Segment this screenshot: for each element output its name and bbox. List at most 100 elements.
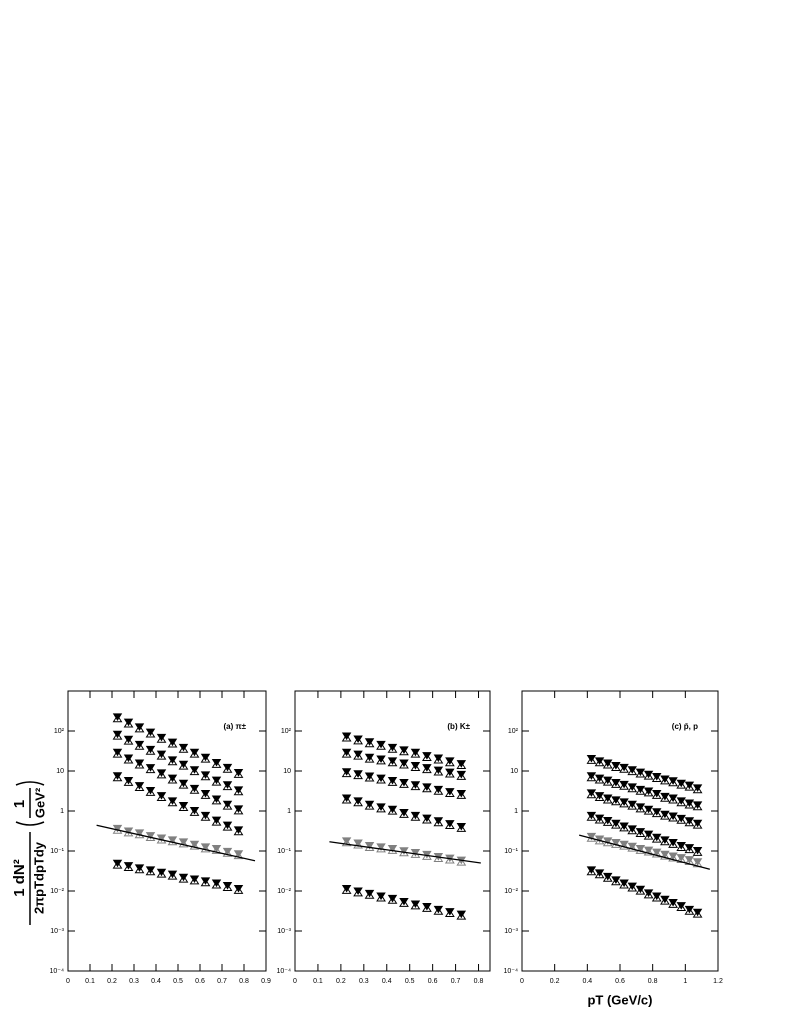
- marker-down: [586, 832, 597, 841]
- marker: [627, 882, 638, 892]
- marker: [643, 889, 654, 899]
- marker: [660, 810, 670, 820]
- marker-up: [422, 753, 432, 762]
- marker-down: [676, 814, 686, 823]
- marker-up: [668, 795, 678, 804]
- y-tick-label: 10⁻²: [277, 888, 291, 895]
- marker: [112, 713, 123, 723]
- marker-down: [233, 826, 244, 834]
- marker-up: [200, 878, 211, 887]
- marker: [643, 830, 654, 840]
- marker: [233, 850, 244, 860]
- marker: [619, 879, 629, 889]
- marker: [156, 868, 167, 878]
- y-tick-label: 10: [283, 768, 291, 775]
- marker-down: [611, 796, 621, 804]
- marker-up: [134, 783, 145, 791]
- marker-up: [676, 798, 687, 807]
- marker-up: [376, 741, 386, 750]
- marker-up: [353, 771, 363, 780]
- marker: [668, 838, 678, 848]
- marker-up: [635, 769, 646, 778]
- marker: [387, 743, 398, 753]
- marker: [399, 759, 409, 769]
- marker-down: [586, 866, 597, 874]
- marker: [433, 766, 444, 776]
- marker: [387, 894, 398, 904]
- marker: [178, 873, 189, 883]
- marker: [410, 781, 421, 791]
- marker: [399, 778, 409, 788]
- marker-down: [668, 812, 678, 821]
- marker: [602, 794, 613, 804]
- marker: [353, 735, 363, 745]
- marker: [189, 784, 200, 794]
- marker: [692, 908, 703, 918]
- marker-up: [611, 763, 621, 771]
- marker-down: [178, 838, 189, 846]
- marker-up: [353, 736, 363, 745]
- marker-up: [676, 855, 687, 863]
- marker-down: [178, 802, 189, 810]
- marker-up: [233, 886, 244, 894]
- marker-down: [376, 774, 386, 783]
- marker-down: [364, 800, 375, 809]
- x-tick-label: 0.4: [382, 978, 392, 985]
- marker-down: [399, 809, 409, 817]
- marker-down: [200, 877, 211, 885]
- marker-down: [692, 819, 703, 828]
- marker-up: [627, 826, 638, 835]
- marker-down: [611, 762, 621, 770]
- marker-down: [112, 748, 123, 757]
- marker: [167, 774, 178, 784]
- marker: [456, 822, 467, 832]
- marker: [651, 892, 662, 902]
- marker-down: [652, 790, 662, 798]
- marker-up: [341, 795, 352, 804]
- x-tick-label: 0.1: [313, 978, 323, 985]
- marker-up: [353, 751, 363, 760]
- marker-up: [586, 773, 597, 782]
- marker-up: [643, 847, 654, 856]
- marker: [456, 910, 467, 920]
- marker-up: [651, 834, 662, 843]
- marker-down: [627, 766, 637, 774]
- marker: [586, 754, 597, 764]
- marker-up: [433, 818, 444, 827]
- marker-down: [586, 811, 597, 820]
- marker: [376, 803, 386, 813]
- marker-up: [651, 774, 662, 782]
- marker: [444, 757, 455, 767]
- marker-up: [594, 815, 605, 824]
- marker-down: [134, 759, 145, 768]
- marker-down: [156, 834, 167, 843]
- marker-up: [189, 808, 200, 816]
- marker-down: [668, 852, 678, 861]
- marker-down: [222, 847, 233, 856]
- marker: [387, 757, 398, 767]
- marker: [123, 754, 134, 764]
- marker-down: [353, 839, 363, 848]
- marker: [134, 864, 145, 874]
- marker-up: [602, 873, 613, 882]
- marker-down: [376, 740, 386, 749]
- marker-up: [341, 733, 352, 742]
- marker: [123, 735, 134, 745]
- marker-up: [611, 780, 621, 788]
- marker-up: [200, 772, 211, 781]
- marker-down: [619, 763, 629, 772]
- x-tick-label: 0.6: [615, 978, 625, 985]
- marker: [660, 895, 670, 905]
- marker-down: [134, 723, 145, 731]
- x-tick-label: 0.6: [195, 978, 205, 985]
- marker: [444, 908, 455, 918]
- marker-up: [619, 764, 629, 773]
- marker: [222, 847, 233, 857]
- marker-down: [189, 766, 200, 774]
- marker: [134, 759, 145, 769]
- y-tick-label: 10⁻²: [504, 888, 518, 895]
- marker-down: [387, 757, 398, 765]
- marker-down: [387, 805, 398, 814]
- marker-up: [353, 798, 363, 807]
